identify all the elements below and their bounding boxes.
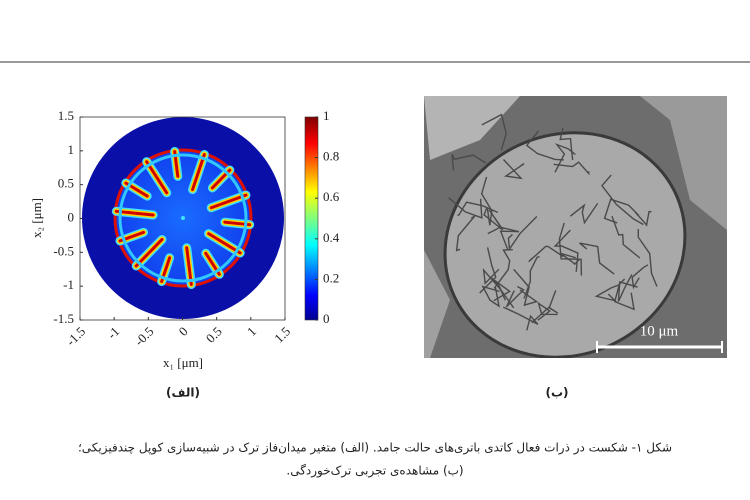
x-tick-label: 0.5 [203, 324, 225, 346]
caption-line: (ب) مشاهده‌ی تجربی ترک‌خوردگی. [286, 464, 463, 479]
crack [455, 215, 476, 252]
colorbar-tick-label: 0.8 [323, 149, 339, 164]
crack [487, 226, 520, 251]
y-tick-label: -0.5 [53, 243, 74, 258]
crack [479, 247, 497, 294]
crack [207, 232, 242, 255]
crack [631, 264, 649, 290]
crack [637, 228, 658, 287]
colorbar-tick-label: 0 [323, 311, 330, 326]
y-tick-label: -1 [63, 277, 74, 292]
x-tick-label: 1.5 [271, 324, 293, 346]
crack [185, 246, 193, 286]
x-axis-label: x₁ [μm] [163, 355, 203, 370]
crack [481, 113, 507, 151]
crack [191, 152, 206, 192]
panel-label: (ب) [545, 386, 568, 400]
y-tick-label: 0 [68, 209, 75, 224]
colorbar [304, 116, 319, 321]
x-tick-label: 1 [244, 324, 259, 339]
panel-label: (الف) [166, 386, 200, 400]
crack [145, 160, 169, 195]
x-tick-label: 0 [176, 324, 191, 339]
particle-rim [118, 153, 248, 283]
scale-bar-label: 10 μm [640, 323, 679, 339]
cracks [448, 113, 658, 331]
crack [507, 216, 538, 251]
crack [493, 248, 513, 289]
y-tick-label: 1.5 [58, 108, 74, 123]
crack [448, 197, 483, 219]
crack [559, 127, 574, 161]
caption-line: شکل ۱- شکست در ذرات فعال کاتدی باتری‌های… [78, 441, 672, 456]
crack [483, 207, 504, 231]
crack [505, 285, 525, 308]
crack [579, 242, 615, 275]
y-tick-label: -1.5 [53, 311, 74, 326]
crack [528, 245, 564, 263]
crack [525, 130, 564, 161]
crack [603, 198, 640, 224]
grain [424, 250, 450, 358]
colorbar-tick-label: 0.6 [323, 189, 340, 204]
x-tick-label: -0.5 [131, 324, 156, 349]
crack [617, 274, 638, 302]
crack [481, 285, 500, 308]
crack [457, 201, 499, 217]
crack [134, 237, 164, 268]
crack [613, 278, 635, 311]
colorbar-tick-label: 1 [323, 108, 330, 123]
center [181, 216, 185, 220]
crack [553, 161, 590, 176]
crack [560, 252, 580, 266]
grain [640, 96, 727, 230]
crack [209, 193, 248, 210]
colorbar-tick-label: 0.4 [323, 230, 340, 245]
crack [558, 222, 583, 276]
grain [424, 96, 520, 160]
x-tick-label: -1 [104, 324, 122, 342]
particle [443, 131, 687, 358]
y-axis-label: x₂ [μm] [29, 198, 44, 238]
crack [634, 210, 652, 227]
y-tick-label: 0.5 [58, 176, 74, 191]
crack [114, 209, 155, 217]
crack [451, 153, 487, 171]
crack [502, 159, 525, 180]
panel-b: 10 μm (ب) [424, 96, 727, 400]
crack [537, 301, 558, 321]
crack [482, 267, 515, 309]
crack [569, 202, 599, 225]
crack [480, 176, 493, 226]
panel-a: x₁ [μm] x₂ [μm] (الف) -1.5 -1 -0.5 0 0.5 1 1.5… [29, 108, 340, 400]
crack [611, 215, 641, 259]
crack [502, 306, 539, 331]
crack [513, 268, 539, 307]
crack [601, 174, 644, 226]
x-tick-label: -1.5 [63, 324, 88, 349]
crack [594, 283, 621, 302]
crack-pattern [111, 147, 255, 289]
crack [531, 290, 559, 324]
colorbar-tick-label: 0.2 [323, 270, 339, 285]
y-tick-label: 1 [68, 142, 75, 157]
